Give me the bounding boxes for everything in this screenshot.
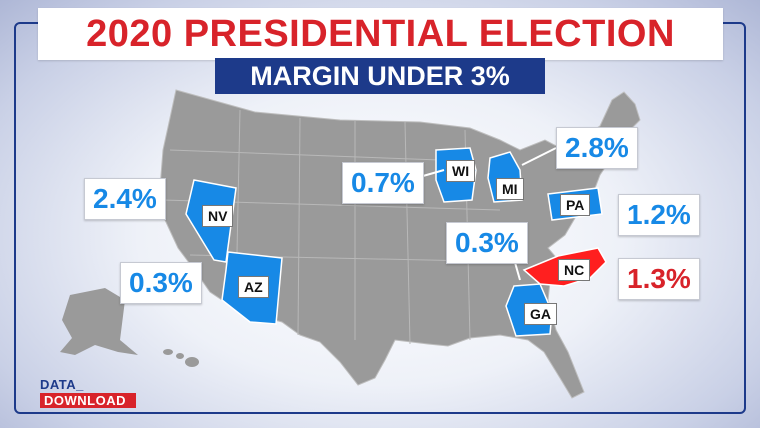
state-label-ga: GA bbox=[524, 303, 557, 325]
logo-line-1: DATA_ bbox=[40, 377, 84, 392]
state-label-nc: NC bbox=[558, 259, 591, 281]
page-subtitle: MARGIN UNDER 3% bbox=[215, 58, 545, 94]
margin-mi: 2.8% bbox=[556, 127, 638, 169]
state-label-wi: WI bbox=[446, 160, 476, 182]
state-label-pa: PA bbox=[560, 194, 591, 216]
margin-nv: 2.4% bbox=[84, 178, 166, 220]
state-label-mi: MI bbox=[496, 178, 524, 200]
logo-line-2: DOWNLOAD bbox=[40, 393, 136, 408]
hawaii-land bbox=[163, 349, 199, 367]
margin-wi: 0.7% bbox=[342, 162, 424, 204]
alaska-land bbox=[60, 288, 138, 355]
data-download-logo: DATA_ DOWNLOAD bbox=[40, 377, 136, 410]
page-title: 2020 PRESIDENTIAL ELECTION bbox=[38, 8, 723, 60]
margin-nc: 1.3% bbox=[618, 258, 700, 300]
margin-pa: 1.2% bbox=[618, 194, 700, 236]
margin-az: 0.3% bbox=[120, 262, 202, 304]
margin-ga: 0.3% bbox=[446, 222, 528, 264]
state-label-nv: NV bbox=[202, 205, 234, 227]
state-label-az: AZ bbox=[238, 276, 269, 298]
